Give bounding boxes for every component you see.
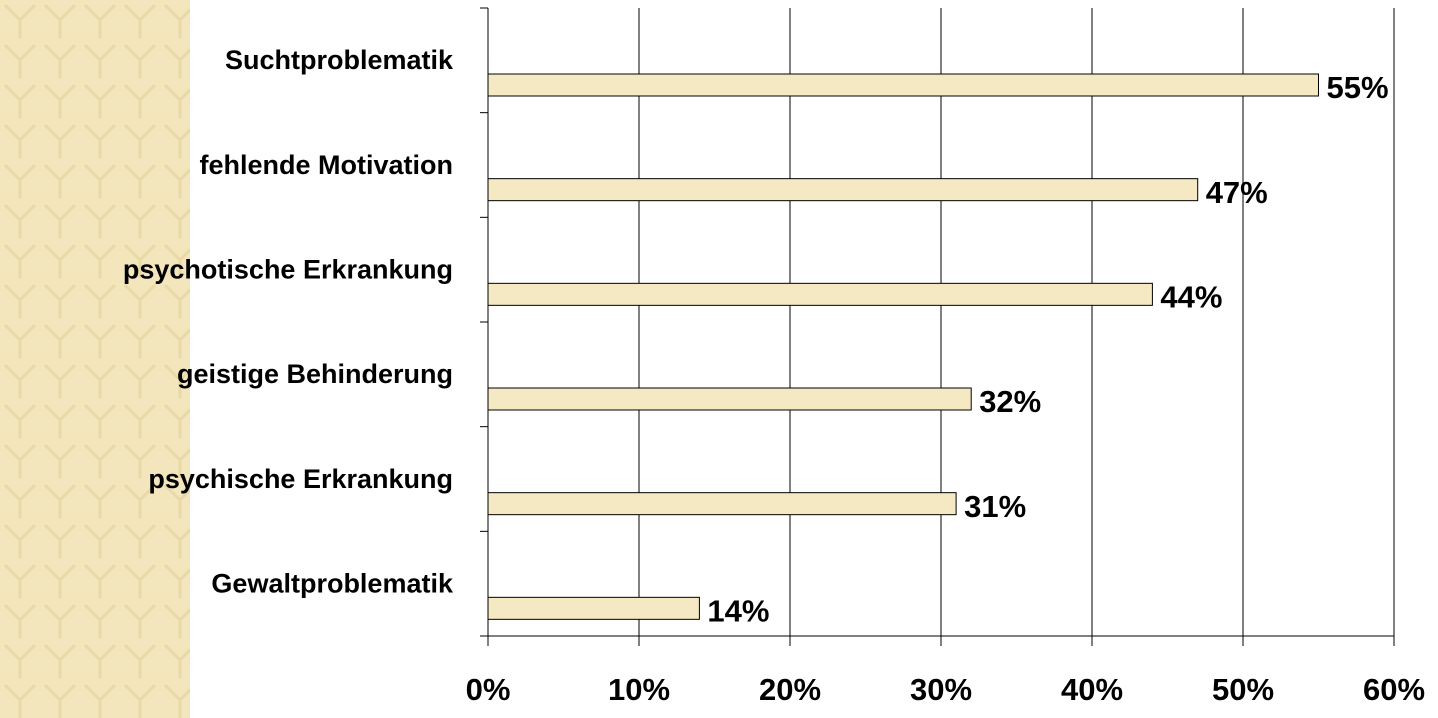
value-label: 32%	[979, 384, 1041, 419]
x-tick-label: 60%	[1363, 672, 1425, 707]
bar	[487, 596, 700, 620]
value-label: 44%	[1160, 280, 1222, 315]
x-tick-label: 40%	[1061, 672, 1123, 707]
value-label: 55%	[1327, 70, 1389, 105]
x-tick-label: 0%	[466, 672, 511, 707]
category-label: psychische Erkrankung	[148, 464, 453, 494]
x-tick-label: 30%	[910, 672, 972, 707]
category-label: geistige Behinderung	[177, 359, 453, 389]
category-label: fehlende Motivation	[199, 150, 453, 180]
category-label: Gewaltproblematik	[211, 568, 454, 598]
x-tick-label: 20%	[759, 672, 821, 707]
bar	[487, 492, 957, 516]
x-tick-label: 10%	[608, 672, 670, 707]
category-label: psychotische Erkrankung	[123, 254, 453, 284]
bar	[487, 387, 972, 411]
value-label: 31%	[964, 489, 1026, 524]
bar	[487, 282, 1153, 306]
value-label: 14%	[707, 594, 769, 629]
bar	[487, 73, 1319, 97]
category-label: Suchtproblematik	[225, 45, 454, 75]
bar	[487, 178, 1199, 202]
x-tick-label: 50%	[1212, 672, 1274, 707]
background-strip	[0, 0, 190, 718]
value-label: 47%	[1206, 175, 1268, 210]
